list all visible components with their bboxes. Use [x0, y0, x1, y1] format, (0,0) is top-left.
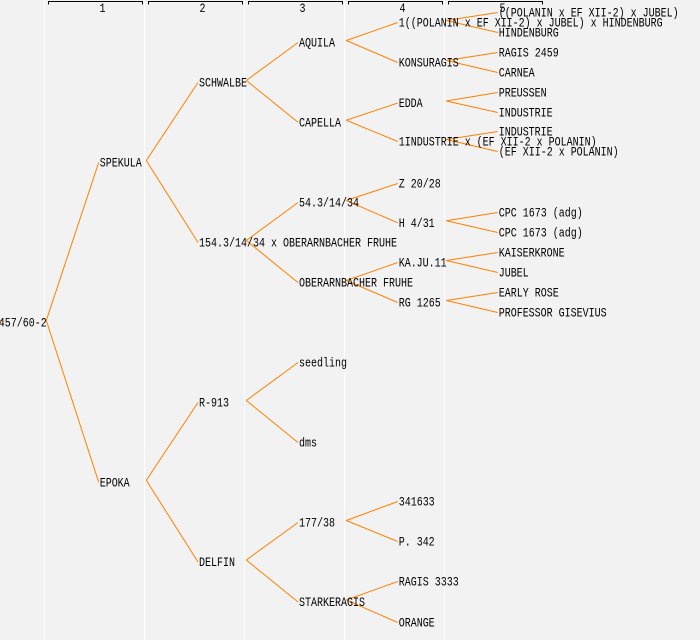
svg-text:((POLANIN x EF XII-2) x JUBEL): ((POLANIN x EF XII-2) x JUBEL): [499, 6, 679, 21]
svg-text:KONSURAGIS: KONSURAGIS: [399, 56, 459, 71]
svg-text:1INDUSTRIE x (EF XII-2 x POLAN: 1INDUSTRIE x (EF XII-2 x POLANIN): [399, 135, 597, 150]
svg-text:CPC 1673 (adg): CPC 1673 (adg): [499, 206, 583, 221]
svg-text:EPOKA: EPOKA: [100, 475, 130, 490]
svg-text:1((POLANIN x EF XII-2) x JUBEL: 1((POLANIN x EF XII-2) x JUBEL) x HINDEN…: [399, 16, 663, 31]
svg-text:PROFESSOR GISEVIUS: PROFESSOR GISEVIUS: [499, 306, 607, 321]
svg-text:Z 20/28: Z 20/28: [399, 177, 441, 192]
svg-text:RAGIS 2459: RAGIS 2459: [499, 46, 559, 61]
svg-text:2: 2: [200, 1, 206, 16]
svg-text:KAISERKRONE: KAISERKRONE: [499, 246, 565, 261]
svg-text:AQUILA: AQUILA: [299, 36, 335, 51]
svg-text:3: 3: [300, 1, 306, 16]
svg-text:154.3/14/34 x OBERARNBACHER FR: 154.3/14/34 x OBERARNBACHER FRUHE: [199, 236, 397, 251]
svg-text:457/60-2: 457/60-2: [0, 316, 47, 331]
svg-text:seedling: seedling: [299, 356, 347, 371]
svg-text:CPC 1673 (adg): CPC 1673 (adg): [499, 226, 583, 241]
svg-text:EDDA: EDDA: [399, 96, 423, 111]
svg-text:INDUSTRIE: INDUSTRIE: [499, 106, 553, 121]
svg-text:EARLY ROSE: EARLY ROSE: [499, 286, 559, 301]
svg-text:54.3/14/34: 54.3/14/34: [299, 196, 359, 211]
svg-text:P. 342: P. 342: [399, 535, 435, 550]
svg-text:KA.JU.11: KA.JU.11: [399, 256, 447, 271]
svg-text:CAPELLA: CAPELLA: [299, 115, 341, 130]
svg-text:341633: 341633: [399, 495, 435, 510]
svg-text:DELFIN: DELFIN: [199, 555, 235, 570]
svg-text:INDUSTRIE: INDUSTRIE: [499, 125, 553, 140]
svg-text:JUBEL: JUBEL: [499, 266, 529, 281]
svg-text:STARKERAGIS: STARKERAGIS: [299, 595, 365, 610]
svg-text:SPEKULA: SPEKULA: [100, 156, 142, 171]
svg-text:RAGIS 3333: RAGIS 3333: [399, 575, 459, 590]
svg-text:1: 1: [100, 1, 106, 16]
svg-text:HINDENBURG: HINDENBURG: [499, 26, 559, 41]
svg-text:177/38: 177/38: [299, 516, 335, 531]
svg-text:4: 4: [400, 1, 406, 16]
svg-text:SCHWALBE: SCHWALBE: [199, 76, 247, 91]
svg-text:H 4/31: H 4/31: [399, 216, 435, 231]
svg-text:RG 1265: RG 1265: [399, 296, 441, 311]
svg-text:(EF XII-2 x POLANIN): (EF XII-2 x POLANIN): [499, 145, 619, 160]
svg-text:PREUSSEN: PREUSSEN: [499, 86, 547, 101]
svg-text:R-913: R-913: [199, 396, 229, 411]
svg-text:OBERARNBACHER FRUHE: OBERARNBACHER FRUHE: [299, 276, 413, 291]
svg-text:5: 5: [500, 1, 506, 16]
svg-text:ORANGE: ORANGE: [399, 616, 435, 631]
svg-text:CARNEA: CARNEA: [499, 66, 535, 81]
svg-text:dms: dms: [299, 436, 317, 451]
